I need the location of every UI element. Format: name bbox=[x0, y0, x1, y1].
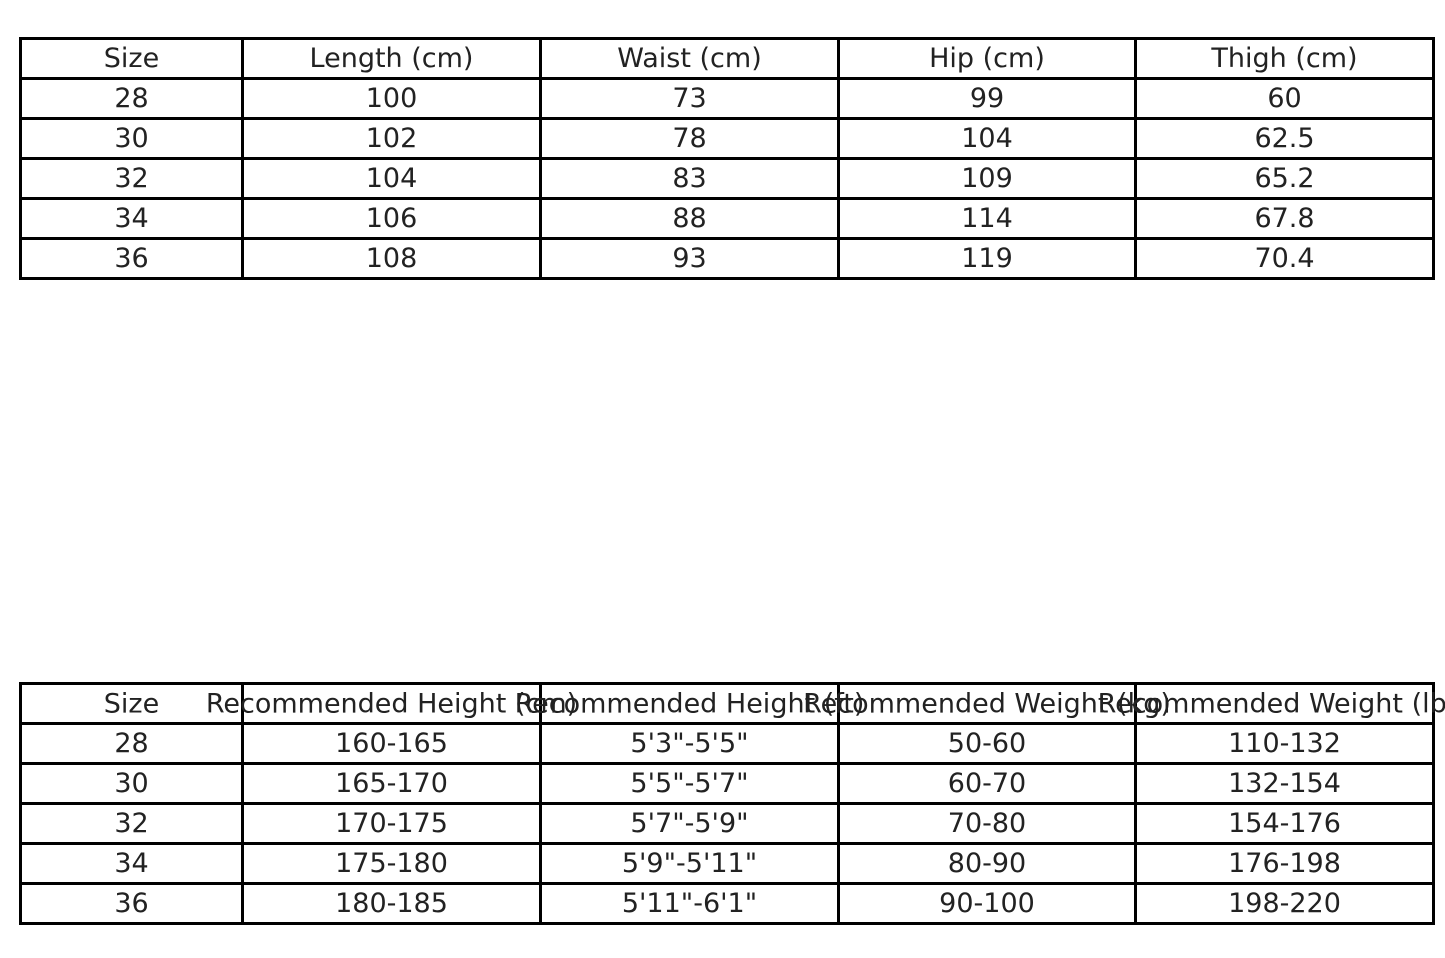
data-cell: 5'9"-5'11" bbox=[539, 842, 840, 885]
data-cell: 34 bbox=[19, 197, 244, 240]
data-cell: 36 bbox=[19, 882, 244, 925]
header-row: Size Recommended Height (cm) Recommended… bbox=[19, 682, 1445, 725]
column-header-label: Recommended Weight (kg) bbox=[803, 688, 1171, 719]
data-cell: 180-185 bbox=[241, 882, 542, 925]
table-row: 34 175-180 5'9"-5'11" 80-90 176-198 bbox=[19, 842, 1435, 885]
table-row: 30 165-170 5'5"-5'7" 60-70 132-154 bbox=[19, 762, 1435, 805]
data-cell: 5'3"-5'5" bbox=[539, 722, 840, 765]
data-cell: 110-132 bbox=[1134, 722, 1435, 765]
data-cell: 78 bbox=[539, 117, 840, 160]
column-header-weight-kg: Recommended Weight (kg) bbox=[803, 682, 1171, 725]
data-cell: 5'11"-6'1" bbox=[539, 882, 840, 925]
data-cell: 30 bbox=[19, 762, 244, 805]
data-cell: 32 bbox=[19, 802, 244, 845]
data-cell: 160-165 bbox=[241, 722, 542, 765]
table-row: 34 106 88 114 67.8 bbox=[19, 197, 1435, 240]
data-cell: 50-60 bbox=[837, 722, 1137, 765]
data-cell: 70.4 bbox=[1134, 237, 1435, 280]
table-row: 36 180-185 5'11"-6'1" 90-100 198-220 bbox=[19, 882, 1435, 925]
data-cell: 5'7"-5'9" bbox=[539, 802, 840, 845]
measurements-table: Size Length (cm) Waist (cm) Hip (cm) Thi… bbox=[19, 37, 1435, 280]
data-cell: 90-100 bbox=[837, 882, 1137, 925]
column-header-height-ft: Recommended Height (ft) bbox=[515, 682, 864, 725]
data-cell: 60 bbox=[1134, 77, 1435, 120]
table-row: 28 100 73 99 60 bbox=[19, 77, 1435, 120]
data-cell: 165-170 bbox=[241, 762, 542, 805]
data-cell: 34 bbox=[19, 842, 244, 885]
data-cell: 114 bbox=[837, 197, 1137, 240]
column-header-height-cm: Recommended Height (cm) bbox=[206, 682, 577, 725]
column-header-hip: Hip (cm) bbox=[837, 37, 1137, 80]
recommendations-table: Size Recommended Height (cm) Recommended… bbox=[19, 682, 1445, 925]
data-cell: 176-198 bbox=[1134, 842, 1435, 885]
table-row: 30 102 78 104 62.5 bbox=[19, 117, 1435, 160]
data-cell: 119 bbox=[837, 237, 1137, 280]
data-cell: 60-70 bbox=[837, 762, 1137, 805]
data-cell: 104 bbox=[241, 157, 542, 200]
data-cell: 106 bbox=[241, 197, 542, 240]
data-cell: 175-180 bbox=[241, 842, 542, 885]
data-cell: 28 bbox=[19, 77, 244, 120]
data-cell: 154-176 bbox=[1134, 802, 1435, 845]
header-row: Size Length (cm) Waist (cm) Hip (cm) Thi… bbox=[19, 37, 1435, 80]
data-cell: 102 bbox=[241, 117, 542, 160]
data-cell: 100 bbox=[241, 77, 542, 120]
data-cell: 198-220 bbox=[1134, 882, 1435, 925]
column-header-weight-lbs: Recommended Weight (lbs) bbox=[1098, 682, 1445, 725]
data-cell: 99 bbox=[837, 77, 1137, 120]
data-cell: 62.5 bbox=[1134, 117, 1435, 160]
data-cell: 65.2 bbox=[1134, 157, 1435, 200]
column-header-thigh: Thigh (cm) bbox=[1134, 37, 1435, 80]
data-cell: 32 bbox=[19, 157, 244, 200]
data-cell: 28 bbox=[19, 722, 244, 765]
data-cell: 30 bbox=[19, 117, 244, 160]
data-cell: 83 bbox=[539, 157, 840, 200]
column-header-length: Length (cm) bbox=[241, 37, 542, 80]
data-cell: 104 bbox=[837, 117, 1137, 160]
column-header-waist: Waist (cm) bbox=[539, 37, 840, 80]
data-cell: 5'5"-5'7" bbox=[539, 762, 840, 805]
column-header-size: Size bbox=[19, 682, 244, 725]
column-header-label: Recommended Height (cm) bbox=[205, 688, 578, 719]
data-cell: 67.8 bbox=[1134, 197, 1435, 240]
data-cell: 93 bbox=[539, 237, 840, 280]
data-cell: 170-175 bbox=[241, 802, 542, 845]
table-row: 32 104 83 109 65.2 bbox=[19, 157, 1435, 200]
column-header-label: Recommended Height (ft) bbox=[514, 688, 865, 719]
column-header-size: Size bbox=[19, 37, 244, 80]
table-row: 32 170-175 5'7"-5'9" 70-80 154-176 bbox=[19, 802, 1435, 845]
data-cell: 132-154 bbox=[1134, 762, 1435, 805]
table-row: 28 160-165 5'3"-5'5" 50-60 110-132 bbox=[19, 722, 1435, 765]
column-header-label: Recommended Weight (lbs) bbox=[1097, 688, 1445, 719]
data-cell: 108 bbox=[241, 237, 542, 280]
data-cell: 36 bbox=[19, 237, 244, 280]
data-cell: 109 bbox=[837, 157, 1137, 200]
data-cell: 70-80 bbox=[837, 802, 1137, 845]
data-cell: 73 bbox=[539, 77, 840, 120]
data-cell: 80-90 bbox=[837, 842, 1137, 885]
column-header-label: Size bbox=[103, 688, 160, 719]
table-row: 36 108 93 119 70.4 bbox=[19, 237, 1435, 280]
data-cell: 88 bbox=[539, 197, 840, 240]
